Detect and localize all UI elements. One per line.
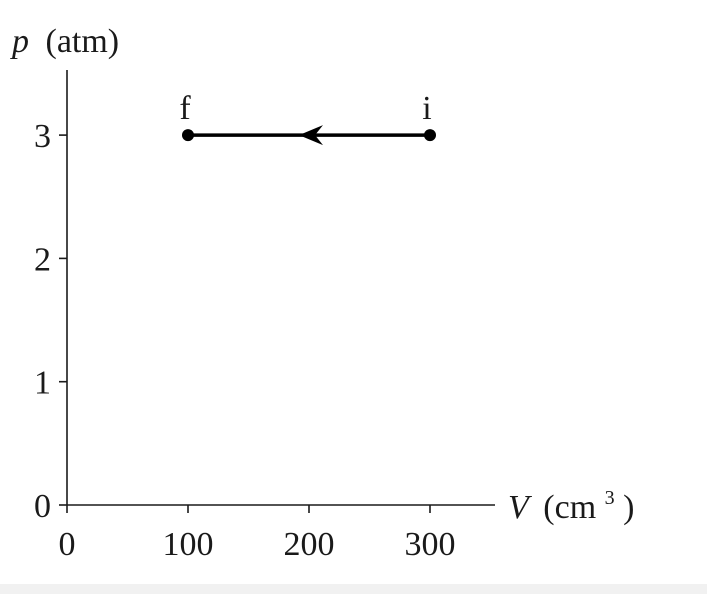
y-tick-label: 2 [34,241,51,278]
x-ticks: 0 100 200 300 [59,505,456,563]
x-axis-unit-close: ) [623,489,634,526]
x-tick-label: 200 [284,526,335,563]
y-axis-label: p (atm) [10,23,119,60]
state-point-label-i: i [422,90,431,127]
x-axis-variable: V [508,489,533,526]
y-tick-label: 1 [34,365,51,402]
y-axis-variable: p [10,23,29,60]
y-tick-label: 3 [34,118,51,155]
y-tick-label: 0 [34,488,51,525]
x-axis-unit: (cm [543,489,596,526]
y-ticks: 0 1 2 3 [34,118,67,525]
state-point-f [182,129,194,142]
bottom-strip [0,584,707,594]
x-axis-unit-exponent: 3 [605,487,615,509]
x-tick-label: 0 [59,526,76,563]
direction-arrow-icon [299,125,323,146]
state-points: if [179,90,436,142]
x-tick-label: 100 [163,526,214,563]
y-axis-unit: (atm) [46,23,120,60]
x-axis-label: V (cm 3 ) [508,475,634,526]
state-point-i [424,129,436,142]
x-tick-label: 300 [405,526,456,563]
state-point-label-f: f [179,90,191,127]
